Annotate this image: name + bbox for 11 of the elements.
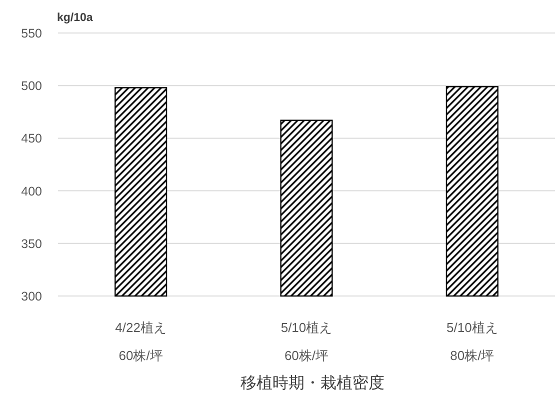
x-tick-label: 4/22植え 60株/坪 bbox=[115, 320, 166, 363]
y-tick-label: 300 bbox=[21, 290, 42, 304]
y-axis-title: kg/10a bbox=[57, 12, 94, 24]
x-axis-title: 移植時期・栽植密度 bbox=[240, 374, 384, 392]
x-tick-label: 5/10植え 80株/坪 bbox=[446, 320, 498, 363]
y-tick-label: 350 bbox=[21, 236, 42, 251]
y-tick-label: 550 bbox=[21, 26, 42, 40]
y-tick-label: 500 bbox=[21, 79, 42, 94]
y-tick-label: 450 bbox=[21, 132, 42, 146]
x-tick-label: 5/10植え 60株/坪 bbox=[280, 320, 332, 363]
y-tick-label: 400 bbox=[21, 184, 42, 198]
